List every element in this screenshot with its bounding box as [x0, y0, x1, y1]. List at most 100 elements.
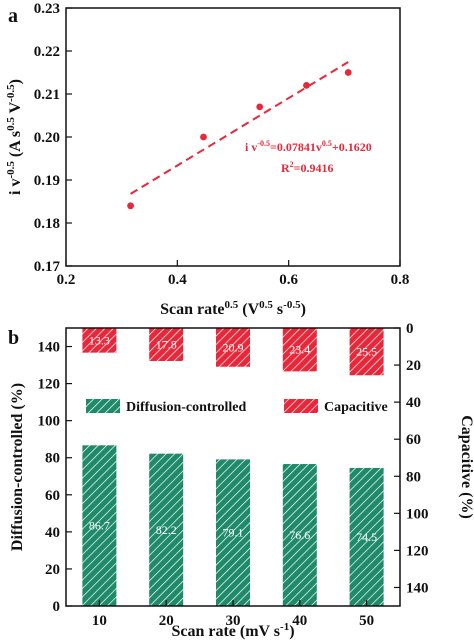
b-left-y-tick-label: 60 — [45, 488, 60, 504]
a-y-tick-label: 0.20 — [34, 130, 60, 146]
panel-b: b 86.7 82.2 79.1 76.6 74.5 13.3 17.8 20.9 23.4 25… — [8, 321, 474, 640]
r2-sup: 2 — [290, 160, 294, 169]
capacitive-bar-label: 13.3 — [89, 333, 110, 347]
capacitive-bar — [82, 328, 117, 353]
a-y-tick-label: 0.17 — [34, 259, 61, 275]
a-ylabel-unit-sup2: -0.5 — [5, 84, 17, 102]
b-x-tick-label: 30 — [226, 613, 241, 629]
a-xlabel-unit-prefix: (V — [238, 301, 259, 318]
diffusion-bar-label: 86.7 — [89, 519, 110, 533]
a-y-tick-label: 0.23 — [34, 1, 60, 17]
b-x-tick-label: 50 — [359, 613, 374, 629]
panel-b-letter: b — [8, 327, 19, 349]
panel-b-left-y-axis-label: Diffusion-controlled (%) — [9, 383, 26, 551]
a-ylabel-main: i v — [7, 178, 24, 194]
capacitive-bar-label: 17.8 — [156, 337, 177, 351]
b-left-y-tick-label: 140 — [38, 340, 61, 356]
a-y-tick-label: 0.19 — [34, 173, 60, 189]
a-ylabel-unit-suffix: ) — [7, 79, 24, 84]
b-right-y-tick-label: 0 — [406, 321, 414, 337]
panel-a-fit-equation: i v-0.5=0.07841v0.5+0.1620 — [245, 139, 372, 154]
a-data-point — [303, 82, 310, 89]
capacitive-bar — [282, 328, 317, 372]
b-right-y-tick-label: 20 — [406, 358, 421, 374]
diffusion-bar — [349, 467, 384, 606]
b-left-y-tick-label: 80 — [45, 451, 60, 467]
b-right-y-tick-label: 100 — [406, 506, 429, 522]
b-left-y-tick-label: 40 — [45, 525, 60, 541]
a-fit-line — [130, 61, 349, 195]
a-xlabel-unit-sup2: -0.5 — [283, 299, 301, 311]
b-left-y-tick-label: 100 — [38, 414, 61, 430]
a-y-tick-label: 0.22 — [34, 44, 60, 60]
legend-diffusion-label: Diffusion-controlled — [126, 400, 247, 415]
legend-capacitive-swatch — [284, 399, 318, 413]
fit-eq-part-c: +0.1620 — [332, 140, 372, 154]
capacitive-bar — [349, 328, 384, 376]
b-right-y-tick-label: 60 — [406, 432, 421, 448]
diffusion-bar — [216, 459, 250, 606]
a-ylabel-unit-mid: V — [7, 101, 24, 117]
b-right-y-tick-label: 120 — [406, 543, 429, 559]
panel-b-right-y-axis-label: Capacitive (%) — [458, 415, 474, 519]
a-x-tick-label: 0.4 — [168, 272, 187, 288]
a-xlabel-unit-suffix: ) — [301, 301, 306, 318]
capacitive-bar-label: 25.5 — [356, 345, 377, 359]
b-x-tick-label: 20 — [159, 613, 174, 629]
a-xlabel-main: Scan rate — [160, 301, 224, 318]
capacitive-bar — [149, 328, 184, 361]
a-ylabel-unit-sup1: 0.5 — [5, 117, 17, 131]
legend-capacitive-label: Capacitive — [324, 400, 388, 415]
diffusion-bar-label: 79.1 — [223, 526, 244, 540]
r2-part-a: R — [281, 161, 290, 175]
fit-eq-sup-a: -0.5 — [257, 139, 270, 148]
fit-eq-part-b: =0.07841v — [270, 140, 322, 154]
a-xlabel-sup: 0.5 — [225, 299, 239, 311]
panel-a: a 0.2 0.4 0.6 0.8 0.17 0.18 0.19 0.20 0.21 0.22 0.… — [5, 1, 409, 318]
b-x-tick-label: 40 — [292, 613, 307, 629]
diffusion-bar — [282, 464, 317, 606]
panel-a-letter: a — [8, 5, 18, 27]
a-y-tick-label: 0.21 — [34, 87, 60, 103]
diffusion-bar-label: 76.6 — [289, 528, 310, 542]
b-x-tick-label: 10 — [92, 613, 107, 629]
b-left-y-tick-label: 20 — [45, 562, 60, 578]
fit-eq-part-a: i v — [245, 140, 257, 154]
fit-eq-sup-b: 0.5 — [322, 139, 332, 148]
b-xlabel-sup: -1 — [280, 621, 289, 633]
panel-b-x-axis-label: Scan rate (mV s-1) — [171, 621, 294, 640]
b-left-y-tick-label: 0 — [53, 599, 61, 615]
capacitive-bar-label: 20.9 — [223, 340, 244, 354]
b-xlabel-main: Scan rate (mV s — [171, 623, 280, 640]
diffusion-bar — [82, 445, 117, 606]
a-x-tick-label: 0.2 — [57, 272, 76, 288]
b-left-y-tick-label: 120 — [38, 377, 61, 393]
a-data-point — [344, 69, 352, 76]
b-right-y-tick-label: 80 — [406, 469, 421, 485]
a-data-point — [256, 103, 264, 111]
a-xlabel-unit-sup1: 0.5 — [259, 299, 273, 311]
panel-a-y-axis-label: i v-0.5 (A s0.5 V-0.5) — [5, 79, 24, 195]
a-x-tick-label: 0.8 — [391, 272, 410, 288]
b-right-y-tick-label: 40 — [406, 395, 421, 411]
b-xlabel-suffix: ) — [289, 623, 294, 640]
a-data-point — [127, 202, 134, 210]
a-xlabel-unit-mid: s — [273, 301, 283, 318]
capacitive-bar-label: 23.4 — [289, 343, 310, 357]
panel-a-frame — [65, 7, 401, 267]
panel-a-x-axis-label: Scan rate0.5 (V0.5 s-0.5) — [160, 299, 306, 318]
legend-diffusion-swatch — [86, 399, 120, 413]
r2-part-b: =0.9416 — [294, 161, 334, 175]
diffusion-bar-label: 74.5 — [356, 530, 377, 544]
b-right-y-tick-label: 140 — [406, 580, 429, 596]
a-x-tick-label: 0.6 — [279, 272, 298, 288]
panel-a-r-squared: R2=0.9416 — [281, 160, 334, 175]
a-data-point — [200, 133, 207, 141]
diffusion-bar — [149, 453, 184, 606]
capacitive-bar — [216, 328, 250, 367]
diffusion-bar-label: 82.2 — [156, 523, 177, 537]
a-ylabel-unit-prefix: (A s — [7, 131, 24, 161]
a-ylabel-sup: -0.5 — [5, 161, 17, 179]
a-y-tick-label: 0.18 — [34, 216, 60, 232]
